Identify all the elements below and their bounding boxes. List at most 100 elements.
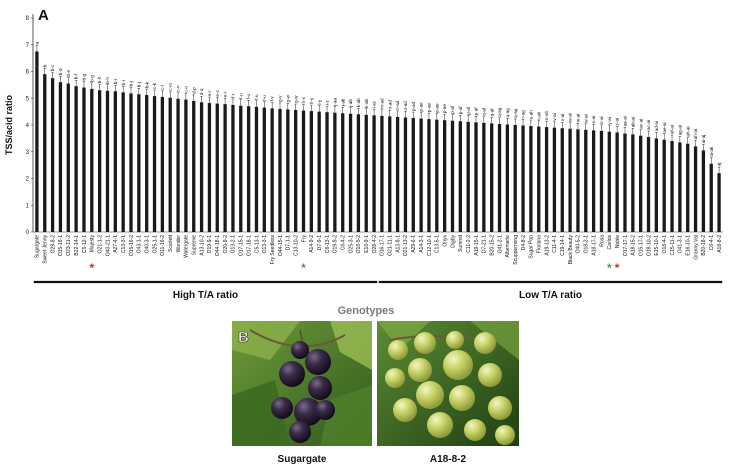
bar: [544, 127, 549, 232]
x-tick-label: A13-10-2: [199, 235, 205, 256]
x-tick-label: O40-21-1: [105, 235, 111, 256]
photo-caption-a18-8-2: A18-8-2: [430, 454, 467, 465]
x-tick-label: C6-13-1: [325, 235, 331, 253]
bar: [678, 142, 682, 232]
significance-letter: k-ab: [356, 98, 361, 107]
y-tick-label: 2: [26, 177, 30, 183]
bar: [419, 118, 423, 232]
y-tick-label: 0: [26, 230, 30, 236]
x-tick-label: O13-3-1: [262, 235, 268, 254]
significance-letter: e-t: [223, 91, 228, 97]
x-tick-label: A29-6-1: [411, 235, 417, 253]
significance-letter: b-k: [144, 81, 149, 88]
x-tick-label: O25-3-1: [348, 235, 354, 254]
x-tick-label: B20-18-2: [701, 235, 707, 256]
bar: [145, 95, 149, 232]
x-tick-label: Wonder: [176, 235, 182, 253]
significance-letter: g-w: [293, 95, 298, 103]
bar: [58, 82, 63, 232]
x-tick-label: D7-9-1: [317, 235, 323, 251]
significance-letter: c-m: [168, 83, 173, 91]
x-tick-label: C12-10-1: [427, 235, 433, 256]
bar: [505, 124, 510, 232]
bar: [631, 134, 635, 232]
bar: [294, 110, 298, 232]
x-axis-label: Genotypes: [338, 305, 395, 317]
highlight-asterisk: *: [89, 261, 94, 275]
highlight-asterisk: *: [301, 261, 306, 275]
bar: [356, 114, 361, 232]
x-tick-label: Sweet Jenny: [43, 235, 49, 264]
significance-letter: b-h: [97, 76, 102, 83]
significance-letter: g-w: [285, 94, 290, 102]
bar: [435, 119, 439, 232]
bar: [50, 78, 55, 232]
significance-letter: b-g: [89, 75, 94, 82]
y-tick-label: 3: [26, 150, 30, 156]
bar: [537, 126, 541, 232]
panel-b-label: B: [238, 329, 249, 346]
significance-letter: w-ai: [583, 114, 588, 122]
significance-letter: i-z: [325, 100, 330, 106]
x-tick-label: Albemarle: [505, 235, 511, 258]
bar: [301, 110, 306, 232]
significance-letter: w-ai: [576, 114, 581, 122]
significance-letter: b-f: [74, 73, 79, 79]
x-tick-label: E16-10-1: [686, 235, 692, 256]
x-tick-label: O28-4-2: [372, 235, 378, 254]
bar: [576, 129, 580, 232]
significance-letter: m-ad: [380, 98, 385, 109]
x-tick-label: O41-2-1: [497, 235, 503, 254]
highlight-markers: * * * *: [89, 261, 619, 275]
bar: [709, 163, 713, 232]
significance-letter: ai-ak: [709, 146, 714, 157]
x-tick-label: C5-13-1: [254, 235, 260, 253]
x-tick-label: O44-15-1: [278, 235, 284, 256]
significance-letter: p-ad: [411, 101, 416, 111]
x-tick-label: O41-3-1: [678, 235, 684, 254]
bar: [278, 108, 282, 232]
bar: [388, 116, 392, 232]
significance-letter: f-u: [238, 93, 243, 99]
significance-letter: v-ai: [560, 114, 565, 121]
group-brackets: High T/A ratio Low T/A ratio: [33, 280, 723, 301]
bar: [74, 86, 78, 233]
x-tick-label: Fry Seedless: [270, 235, 276, 265]
significance-letter: i-y: [317, 99, 322, 105]
bar: [333, 112, 337, 232]
bar: [372, 115, 376, 232]
bar: [450, 120, 455, 232]
x-tick-label: O11-16-2: [160, 235, 166, 256]
panel-a-label: A: [38, 7, 49, 24]
x-tick-label: C13-5-1: [435, 235, 441, 253]
x-tick-label: Noble: [615, 235, 621, 248]
y-tick-label: 8: [26, 16, 30, 22]
significance-letter: b-c: [50, 64, 55, 71]
bar: [482, 122, 486, 232]
bar: [513, 125, 517, 232]
significance-letter: y-ai: [607, 117, 612, 124]
bar: [43, 74, 47, 232]
x-tick-label: O40-3-1: [144, 235, 150, 254]
a18-8-2-photo: [377, 321, 519, 446]
x-tick-label: Watergate: [184, 235, 190, 258]
x-tick-label: A14-9-2: [309, 235, 315, 253]
x-tick-label: A18-17-1: [591, 235, 597, 256]
x-tick-label: O20-9-2: [223, 235, 229, 254]
bar: [199, 102, 204, 232]
x-tick-label: O17-15-1: [239, 235, 245, 256]
significance-letter: p-af: [450, 105, 455, 114]
bar: [270, 108, 274, 232]
significance-letter: b-i: [113, 79, 118, 84]
bar: [560, 128, 564, 232]
x-tick-label: D4-8-2: [521, 235, 527, 251]
significance-letter: p-ae: [434, 103, 439, 113]
bar: [686, 143, 690, 232]
significance-letter: f-u: [262, 95, 267, 101]
x-tick-label: O21-1-2: [97, 235, 103, 254]
significance-letter: aj: [717, 163, 722, 167]
x-tick-label: Scarlett: [168, 234, 174, 252]
x-tick-label: O18-4-1: [662, 235, 668, 254]
x-tick-label: D7-21-1: [482, 235, 488, 253]
bar: [584, 129, 588, 232]
